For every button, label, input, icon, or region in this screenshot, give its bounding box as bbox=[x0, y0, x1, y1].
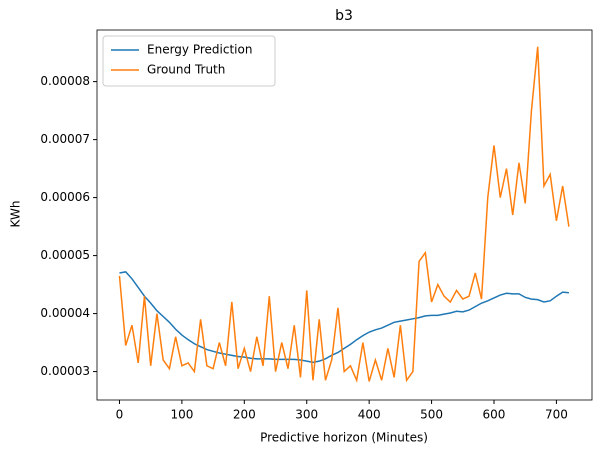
legend-label: Ground Truth bbox=[147, 63, 225, 77]
y-axis-label: KWh bbox=[9, 201, 23, 228]
y-tick-label: 0.00004 bbox=[40, 306, 90, 320]
series-line bbox=[118, 46, 570, 383]
legend-label: Energy Prediction bbox=[147, 43, 252, 57]
y-tick-label: 0.00007 bbox=[40, 132, 90, 146]
x-tick-label: 400 bbox=[358, 408, 381, 422]
x-tick-label: 200 bbox=[233, 408, 256, 422]
y-tick-label: 0.00008 bbox=[40, 74, 90, 88]
y-tick-label: 0.00003 bbox=[40, 364, 90, 378]
x-tick-label: 700 bbox=[545, 408, 568, 422]
chart-title: b3 bbox=[335, 8, 353, 24]
x-tick-label: 500 bbox=[420, 408, 443, 422]
legend-box bbox=[102, 35, 276, 87]
x-tick-label: 600 bbox=[483, 408, 506, 422]
x-tick-label: 0 bbox=[116, 408, 124, 422]
plot-frame bbox=[96, 29, 593, 401]
y-tick-label: 0.00005 bbox=[40, 248, 90, 262]
y-tick-label: 0.00006 bbox=[40, 190, 90, 204]
x-axis-label: Predictive horizon (Minutes) bbox=[260, 431, 428, 445]
x-tick-label: 100 bbox=[170, 408, 193, 422]
x-tick-label: 300 bbox=[295, 408, 318, 422]
series-line bbox=[119, 271, 569, 364]
